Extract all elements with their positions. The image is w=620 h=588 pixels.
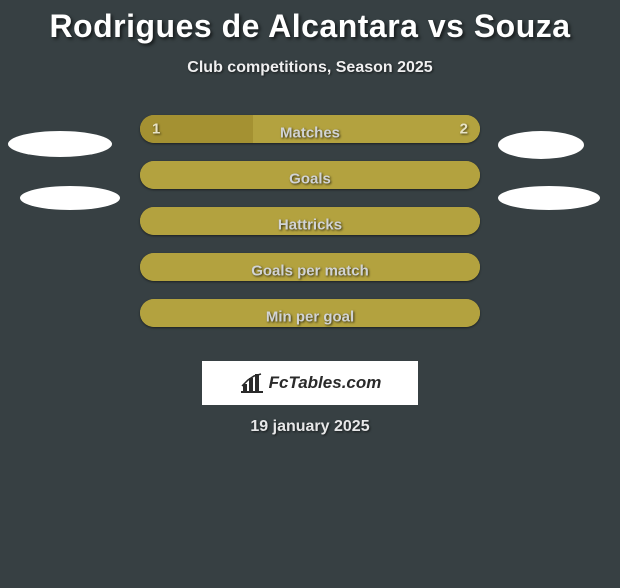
row-label: Goals per match xyxy=(251,262,369,279)
page-title: Rodrigues de Alcantara vs Souza xyxy=(0,8,620,45)
stat-row: Min per goal xyxy=(0,299,620,345)
fctables-logo[interactable]: FcTables.com xyxy=(202,361,418,405)
subtitle: Club competitions, Season 2025 xyxy=(0,59,620,77)
left-value: 1 xyxy=(152,121,160,138)
flag-placeholder xyxy=(8,131,112,157)
right-value: 2 xyxy=(460,121,468,138)
row-label: Matches xyxy=(280,124,340,141)
stat-row: Hattricks xyxy=(0,207,620,253)
date-text: 19 january 2025 xyxy=(250,418,369,436)
bar-left: 1 xyxy=(140,115,253,143)
flag-placeholder xyxy=(498,131,584,159)
row-label: Hattricks xyxy=(278,216,342,233)
logo-text: FcTables.com xyxy=(269,373,382,393)
stat-row: Goals per match xyxy=(0,253,620,299)
row-label: Goals xyxy=(289,170,331,187)
flag-placeholder xyxy=(20,186,120,210)
flag-placeholder xyxy=(498,186,600,210)
row-label: Min per goal xyxy=(266,308,354,325)
bar-chart-icon xyxy=(239,372,265,394)
